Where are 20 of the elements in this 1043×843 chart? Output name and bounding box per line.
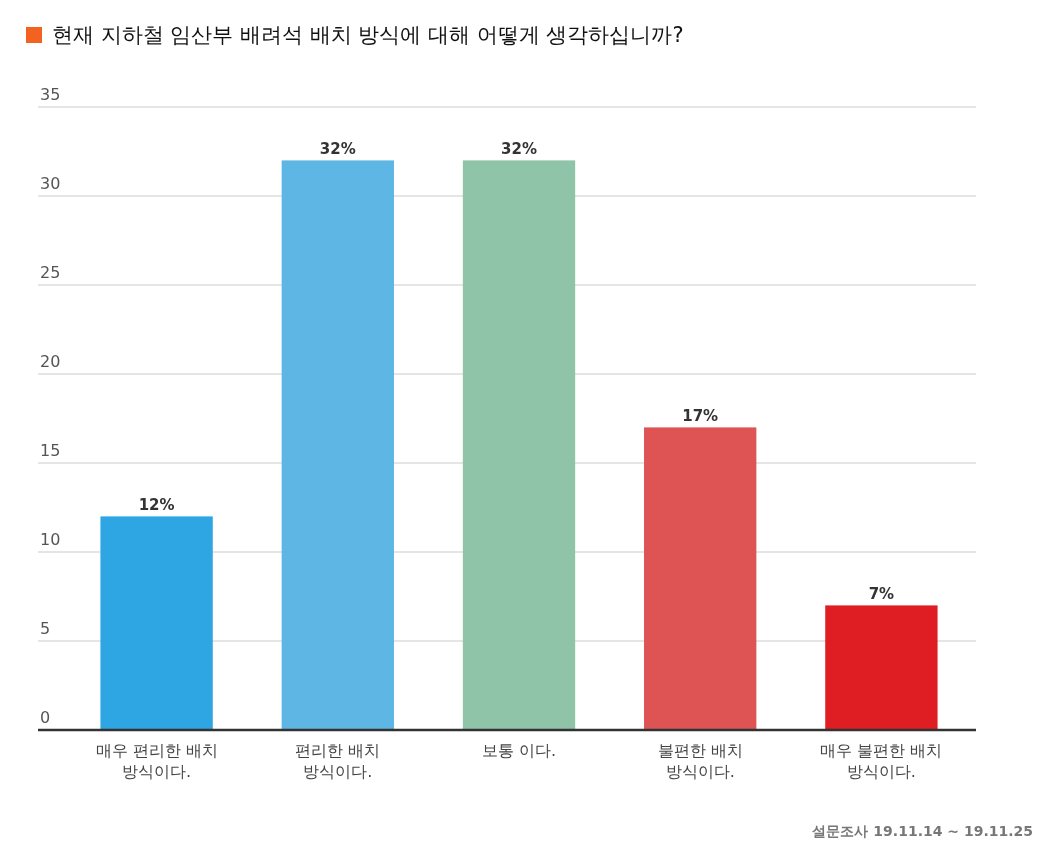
y-tick-label: 20: [40, 351, 61, 371]
data-label: 32%: [501, 140, 537, 159]
x-tick-label: 보통 이다.: [481, 741, 557, 760]
y-tick-label: 15: [40, 440, 61, 460]
y-tick-label: 10: [40, 529, 61, 549]
data-label: 17%: [682, 407, 719, 426]
y-tick-label: 35: [40, 84, 61, 104]
chart-title: 현재 지하철 임산부 배려석 배치 방식에 대해 어떻게 생각하십니까?: [52, 23, 684, 47]
data-label: 7%: [868, 585, 895, 604]
y-tick-label: 25: [40, 262, 61, 282]
y-tick-label: 0: [40, 707, 51, 727]
x-tick-label: 편리한 배치 방식이다.: [295, 741, 381, 781]
y-tick-label: 5: [40, 618, 51, 638]
x-tick-label: 매우 불편한 배치 방식이다.: [820, 741, 943, 781]
x-tick-label: 매우 편리한 배치 방식이다.: [95, 741, 218, 781]
data-label: 12%: [138, 496, 175, 515]
y-tick-label: 30: [40, 173, 61, 193]
x-tick-label: 불편한 배치 방식이다.: [657, 741, 743, 781]
data-label: 32%: [319, 140, 356, 159]
text: 설문조사 19.11.14 ~ 19.11.25: [812, 823, 1033, 839]
